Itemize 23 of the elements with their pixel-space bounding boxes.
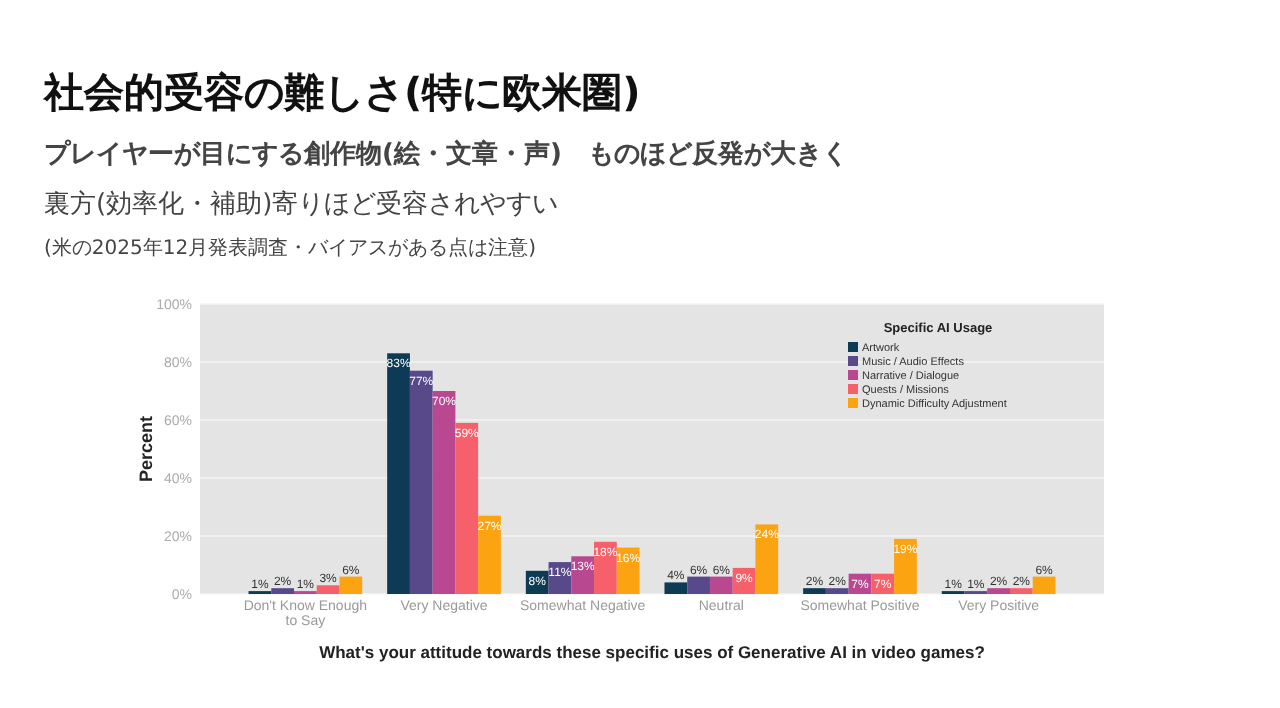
text: 裏方(効率化・補助)寄りほど受容されやすい [44,188,559,220]
bar [894,538,917,594]
bar [455,422,479,594]
chart-subtitle: プレイヤーが目にする創作物(絵・文章・声) ものほど反発が大きく [44,138,848,170]
y-axis-title: Percent [136,415,156,483]
text: (米の2025年12月発表調査・バイアスがある点は注意) [44,236,537,260]
bar [1032,576,1056,594]
bar [709,576,733,594]
bar [339,576,363,594]
bar [387,353,410,594]
bar [271,588,294,594]
bar [987,588,1010,594]
bar [409,370,433,594]
bar [825,588,849,594]
bar [432,391,456,594]
bar [803,588,826,594]
x-axis-title: What's your attitude towards these specific uses of Generative AI in video games? [319,642,985,662]
bar [1010,588,1033,594]
bar [316,585,340,594]
bar [664,582,688,594]
bar [478,515,501,594]
bar [687,576,710,594]
chart-title: 社会的受容の難しさ(特に欧米圏) [42,68,641,116]
